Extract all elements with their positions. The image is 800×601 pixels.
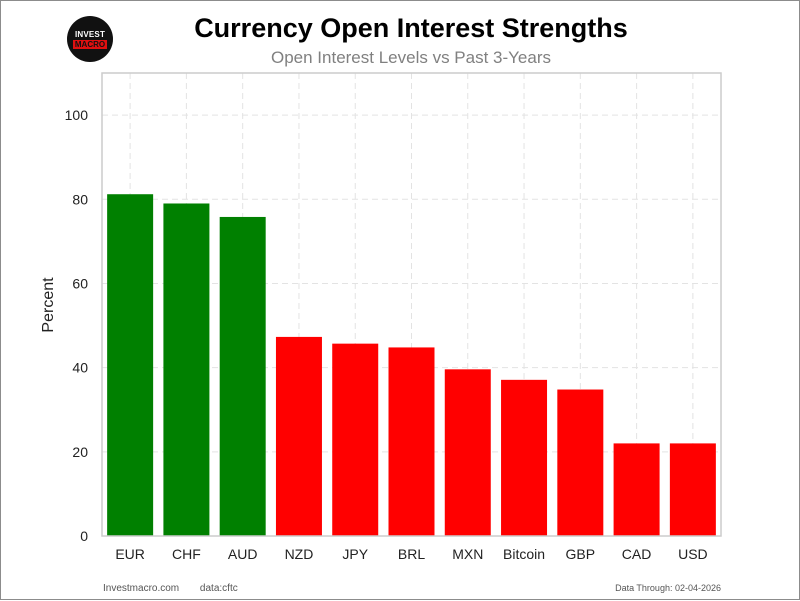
plot-area-border bbox=[101, 72, 722, 537]
bar-jpy bbox=[332, 343, 379, 536]
x-tick-label: Bitcoin bbox=[503, 546, 545, 562]
footer-credits: Investmacro.com data:cftc bbox=[103, 583, 238, 594]
bar-mxn bbox=[444, 369, 491, 536]
x-tick-label: CAD bbox=[622, 546, 652, 562]
bar-aud bbox=[219, 216, 266, 536]
bar-nzd bbox=[275, 336, 322, 536]
x-tick-label: MXN bbox=[452, 546, 483, 562]
investmacro-logo: INVEST MACRO bbox=[67, 16, 113, 62]
y-tick-label: 60 bbox=[72, 275, 88, 291]
y-tick-label: 20 bbox=[72, 444, 88, 460]
bar-eur bbox=[107, 194, 154, 537]
logo-bottom-text: MACRO bbox=[72, 39, 108, 49]
chart-title: Currency Open Interest Strengths bbox=[194, 13, 628, 43]
x-tick-label: EUR bbox=[115, 546, 145, 562]
x-tick-label: GBP bbox=[566, 546, 596, 562]
footer-data-through: Data Through: 02-04-2026 bbox=[615, 583, 721, 593]
footer-source: data:cftc bbox=[199, 583, 238, 594]
y-tick-label: 80 bbox=[72, 191, 88, 207]
y-tick-label: 40 bbox=[72, 360, 88, 376]
logo-top-text: INVEST bbox=[74, 29, 106, 39]
bar-chf bbox=[163, 203, 210, 536]
chart-subtitle: Open Interest Levels vs Past 3-Years bbox=[270, 48, 552, 67]
x-tick-label: JPY bbox=[342, 546, 368, 562]
x-tick-label: NZD bbox=[285, 546, 314, 562]
x-tick-label: BRL bbox=[398, 546, 425, 562]
bar-gbp bbox=[557, 389, 604, 536]
bar-brl bbox=[388, 347, 435, 536]
x-tick-label: USD bbox=[678, 546, 708, 562]
x-tick-label: AUD bbox=[228, 546, 258, 562]
bar-bitcoin bbox=[501, 379, 548, 536]
y-tick-label: 100 bbox=[65, 107, 89, 123]
y-tick-label: 0 bbox=[80, 528, 88, 544]
bar-cad bbox=[613, 443, 660, 536]
bar-usd bbox=[669, 443, 716, 536]
x-tick-label: CHF bbox=[172, 546, 201, 562]
footer-site: Investmacro.com bbox=[103, 583, 180, 594]
